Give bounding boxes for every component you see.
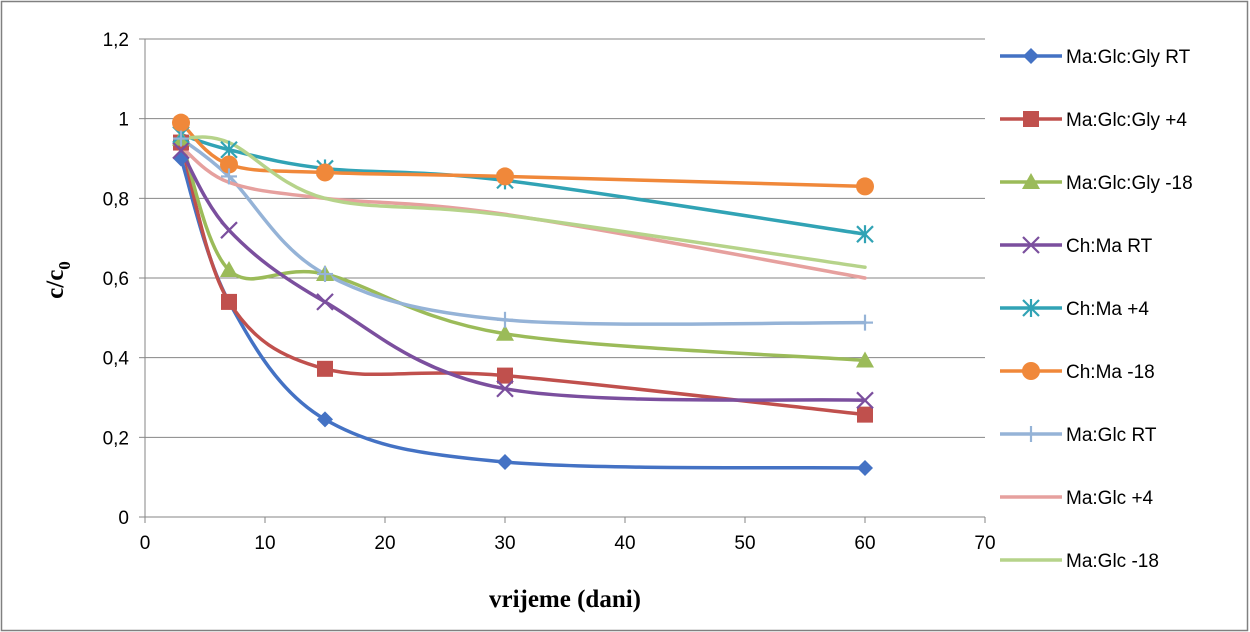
data-point-series-5 xyxy=(856,225,874,244)
x-tick-label: 60 xyxy=(854,533,875,554)
data-point-series-2 xyxy=(221,293,237,310)
x-tick-label: 0 xyxy=(140,533,151,554)
legend-item-8: Ma:Glc +4 xyxy=(1000,488,1154,509)
x-tick-label: 10 xyxy=(254,533,275,554)
data-point-series-4 xyxy=(316,293,334,311)
legend-item-1: Ma:Glc:Gly RT xyxy=(1000,47,1191,68)
y-axis-title: c/c xyxy=(42,270,69,299)
y-axis-title-subscript: 0 xyxy=(55,261,74,270)
x-tick-label: 70 xyxy=(974,533,995,554)
legend-label: Ma:Glc:Gly RT xyxy=(1066,47,1191,68)
series-line-2 xyxy=(179,140,867,417)
data-point-series-7 xyxy=(221,168,237,185)
data-point-series-4 xyxy=(856,391,874,410)
x-tick-label: 20 xyxy=(374,533,395,554)
data-point-series-2 xyxy=(317,360,333,377)
y-axis-title-group: c/c0 xyxy=(42,261,74,299)
legend-label: Ma:Glc:Gly -18 xyxy=(1066,173,1193,194)
legend-item-3: Ma:Glc:Gly -18 xyxy=(1000,173,1193,194)
x-tick-label: 50 xyxy=(734,533,755,554)
legend-marker xyxy=(1023,48,1039,64)
data-point-series-7 xyxy=(497,311,513,328)
legend-marker xyxy=(1022,173,1040,189)
legend-marker xyxy=(1023,426,1039,442)
y-tick-label: 0,4 xyxy=(103,349,130,370)
data-point-series-2 xyxy=(857,406,873,423)
y-tick-label: 0,6 xyxy=(103,269,129,290)
legend-marker xyxy=(1022,236,1040,254)
y-tick-label: 0,2 xyxy=(103,428,129,449)
svg-text:c/c0: c/c0 xyxy=(42,261,74,299)
data-point-series-3 xyxy=(856,351,874,368)
legend-label: Ch:Ma -18 xyxy=(1066,362,1155,383)
data-point-series-4 xyxy=(496,379,514,398)
data-point-series-7 xyxy=(317,266,333,283)
legend: Ma:Glc:Gly RT Ma:Glc:Gly +4 Ma:Glc:Gly -18… xyxy=(1000,47,1193,572)
legend-item-2: Ma:Glc:Gly +4 xyxy=(1000,110,1187,131)
legend-marker xyxy=(1023,111,1039,127)
legend-item-6: Ch:Ma -18 xyxy=(1000,362,1155,383)
y-tick-label: 0 xyxy=(118,508,129,529)
y-tick-label: 0,8 xyxy=(103,189,129,210)
legend-item-5: Ch:Ma +4 xyxy=(1000,299,1149,320)
data-point-series-7 xyxy=(857,314,873,331)
legend-item-7: Ma:Glc RT xyxy=(1000,425,1157,446)
data-point-series-6 xyxy=(316,163,334,182)
data-point-series-6 xyxy=(856,177,874,196)
data-point-series-3 xyxy=(220,261,238,278)
data-point-series-7 xyxy=(173,130,189,147)
data-point-series-6 xyxy=(496,167,514,186)
x-tick-label: 30 xyxy=(494,533,515,554)
x-axis-title: vrijeme (dani) xyxy=(489,586,641,613)
data-point-series-3 xyxy=(496,324,514,341)
data-point-series-2 xyxy=(497,367,513,384)
tick-labels: 0 0,2 0,4 0,6 0,8 1 1,2 0 10 20 30 40 50 60 70 xyxy=(103,30,996,554)
legend-item-4: Ch:Ma RT xyxy=(1000,236,1153,257)
axes xyxy=(139,38,986,523)
legend-label: Ch:Ma RT xyxy=(1066,236,1153,257)
series-line-3 xyxy=(179,136,867,363)
legend-label: Ma:Glc -18 xyxy=(1066,551,1159,572)
legend-label: Ma:Glc +4 xyxy=(1066,488,1154,509)
legend-marker xyxy=(1022,362,1040,380)
legend-label: Ma:Glc RT xyxy=(1066,425,1157,446)
series-markers xyxy=(172,113,874,477)
data-point-series-1 xyxy=(857,460,873,477)
y-tick-label: 1,2 xyxy=(103,30,129,51)
legend-label: Ch:Ma +4 xyxy=(1066,299,1149,320)
data-point-series-1 xyxy=(497,454,513,471)
data-point-series-4 xyxy=(172,141,190,160)
y-tick-label: 1 xyxy=(118,110,129,131)
data-point-series-6 xyxy=(172,113,190,132)
data-point-series-6 xyxy=(220,155,238,174)
legend-marker xyxy=(1022,299,1040,317)
legend-item-9: Ma:Glc -18 xyxy=(1000,551,1159,572)
x-tick-label: 40 xyxy=(614,533,635,554)
data-point-series-1 xyxy=(317,411,333,428)
legend-label: Ma:Glc:Gly +4 xyxy=(1066,110,1187,131)
data-point-series-4 xyxy=(220,221,238,239)
